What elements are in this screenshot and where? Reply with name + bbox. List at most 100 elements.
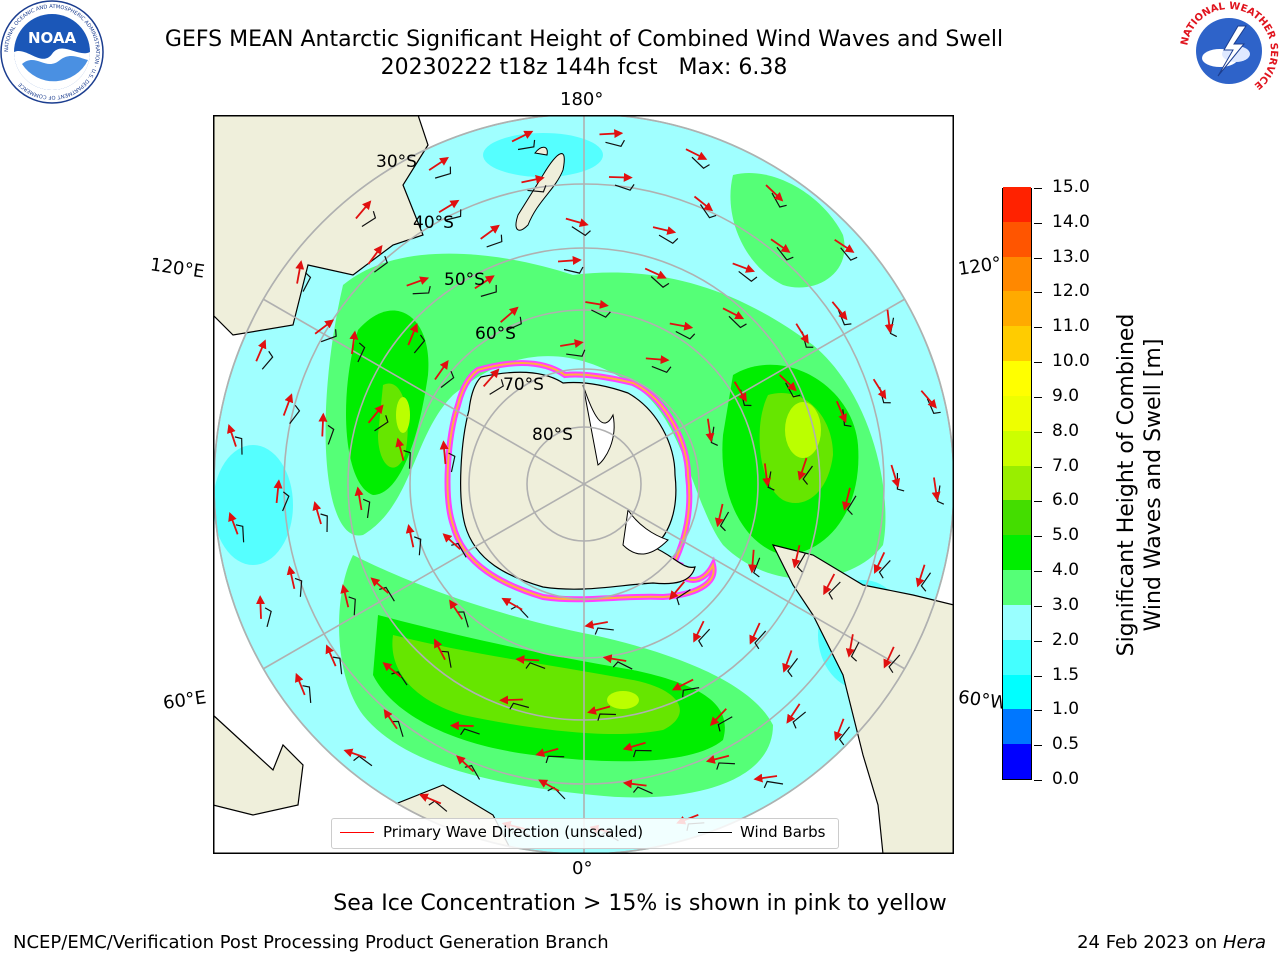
colorbar-segment — [1003, 569, 1031, 605]
colorbar-tick — [1034, 327, 1042, 329]
wave-legend-swatch — [340, 832, 374, 833]
colorbar-segment — [1003, 325, 1031, 362]
colorbar-segment — [1003, 708, 1031, 745]
wave-arrow — [602, 654, 627, 664]
colorbar-tick — [1034, 745, 1042, 747]
colorbar-tick-label: 0.0 — [1052, 769, 1080, 789]
wave-arrow — [705, 418, 715, 443]
wave-arrow — [312, 501, 322, 525]
wind-barb — [480, 284, 497, 297]
wave-arrow — [500, 306, 519, 323]
wave-arrow — [685, 148, 708, 160]
chart-subtitle: 20230222 t18z 144h fcst Max: 6.38 — [380, 55, 788, 80]
lon-label-0: 0° — [572, 858, 593, 879]
wind-barb — [566, 349, 586, 357]
lat-label-40s: 40°S — [413, 213, 454, 233]
wave-arrow — [608, 172, 633, 182]
wind-barb — [362, 498, 371, 519]
wave-arrow — [753, 773, 778, 783]
wave-arrow — [883, 646, 895, 669]
wave-arrow — [295, 260, 305, 284]
wave-arrow — [340, 584, 350, 608]
wind-barb — [464, 764, 481, 780]
wind-barb — [612, 661, 633, 670]
wave-arrow — [762, 463, 772, 488]
wave-arrow — [273, 479, 283, 504]
wave-arrow — [318, 412, 328, 437]
wave-arrow — [770, 238, 791, 253]
wind-barb — [525, 662, 546, 669]
wave-arrow — [367, 404, 384, 424]
colorbar-tick — [1034, 675, 1042, 677]
wave-arrow — [295, 672, 306, 696]
wave-arrow — [227, 424, 237, 447]
wind-barb — [763, 780, 784, 789]
svg-text:NOAA: NOAA — [28, 29, 77, 47]
run-date: 24 Feb 2023 on Hera — [1077, 932, 1266, 953]
credit-line: NCEP/EMC/Verification Post Processing Pr… — [13, 932, 609, 953]
wind-barb — [332, 656, 343, 675]
wind-barb — [289, 404, 301, 424]
colorbar-tick-label: 10.0 — [1052, 351, 1090, 372]
wind-barb — [448, 452, 456, 473]
wave-arrow — [515, 655, 540, 665]
wave-arrow — [343, 748, 367, 759]
nws-logo-icon: NATIONAL WEATHER SERVICE — [1179, 1, 1279, 101]
wave-arrow — [228, 512, 239, 535]
colorbar-tick — [1034, 640, 1042, 642]
wind-barb — [509, 702, 530, 710]
wave-arrow — [382, 662, 402, 678]
wave-arrow — [890, 464, 901, 488]
colorbar-tick — [1034, 362, 1042, 364]
wave-direction-arrows — [227, 129, 941, 834]
colorbar-tick — [1034, 396, 1042, 398]
wind-barb — [710, 426, 718, 446]
wind-barb — [391, 720, 404, 737]
wave-arrow — [499, 695, 523, 705]
wave-arrow — [669, 581, 686, 600]
wind-barb — [451, 542, 467, 558]
wave-arrow — [831, 301, 848, 321]
wave-arrow — [652, 226, 677, 235]
chart-title: GEFS MEAN Antarctic Significant Height o… — [164, 27, 1004, 52]
wave-arrow — [282, 393, 294, 416]
lat-label-80s: 80°S — [532, 425, 573, 445]
wind-barb — [489, 379, 504, 395]
wind-barb — [327, 424, 335, 445]
wave-arrow — [835, 400, 847, 424]
lon-label-180: 180° — [560, 89, 604, 110]
wind-barb — [691, 156, 710, 169]
wind-barb — [594, 627, 614, 635]
wave-arrow — [671, 678, 694, 691]
wave-arrow — [482, 368, 500, 387]
wave-arrow — [418, 793, 442, 805]
colorbar-segment — [1003, 430, 1031, 466]
wave-arrow — [884, 309, 894, 334]
wave-arrow — [428, 156, 449, 171]
wave-arrow — [705, 754, 730, 764]
wave-arrow — [434, 359, 449, 381]
wind-barb — [517, 139, 536, 151]
wind-barb — [264, 607, 272, 628]
colorbar-segment — [1003, 499, 1031, 536]
wind-barb — [738, 270, 758, 282]
wave-arrow — [845, 634, 855, 658]
wind-legend-label: Wind Barbs — [740, 823, 826, 841]
wave-arrow — [587, 705, 611, 715]
wind-barb — [361, 211, 377, 228]
colorbar-tick-label: 3.0 — [1052, 594, 1080, 615]
wave-arrow — [920, 390, 937, 409]
wind-barb — [545, 755, 565, 764]
lon-label-120w: 120° — [956, 253, 1003, 280]
wind-barb — [460, 728, 480, 736]
wind-barb — [413, 334, 426, 354]
wave-arrow — [778, 374, 797, 392]
wave-arrow — [286, 565, 296, 589]
lat-label-30s: 30°S — [376, 152, 417, 172]
wave-arrow — [622, 779, 647, 789]
wave-arrow — [915, 564, 926, 588]
wind-barb — [282, 491, 290, 512]
wave-arrow — [834, 718, 845, 742]
wind-barb — [614, 184, 635, 191]
wind-barb — [440, 370, 455, 388]
